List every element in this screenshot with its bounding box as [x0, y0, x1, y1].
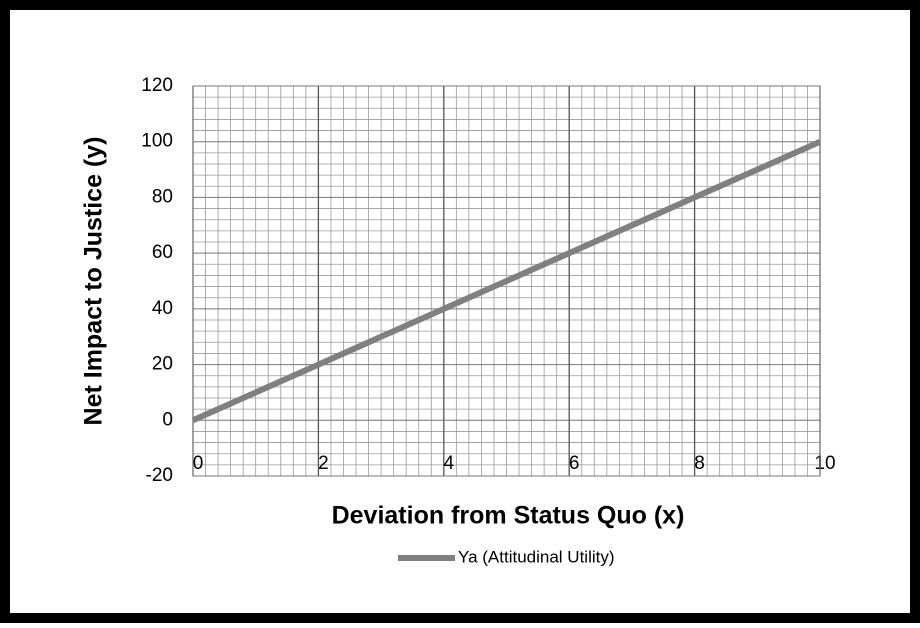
data-line [191, 138, 822, 424]
y-tick-label: 40 [152, 298, 173, 319]
y-axis-title: Net Impact to Justice (y) [80, 137, 108, 426]
x-tick-label: 4 [444, 453, 455, 474]
x-tick-label: 8 [694, 453, 705, 474]
plot-border [192, 85, 821, 477]
y-tick-label: -20 [146, 465, 173, 486]
x-tick-label: 2 [318, 453, 329, 474]
x-tick-label: 10 [814, 453, 835, 474]
y-tick-label: 120 [141, 75, 173, 96]
y-tick-label: 80 [152, 186, 173, 207]
legend-label: Ya (Attitudinal Utility) [458, 547, 615, 566]
y-tick-label: 20 [152, 354, 173, 375]
y-tick-label: 60 [152, 242, 173, 263]
y-tick-label: 100 [141, 131, 173, 152]
x-tick-label: 6 [569, 453, 580, 474]
x-tick-label: 0 [193, 453, 204, 474]
y-tick-label: 0 [162, 409, 173, 430]
x-axis-title: Deviation from Status Quo (x) [332, 502, 685, 530]
